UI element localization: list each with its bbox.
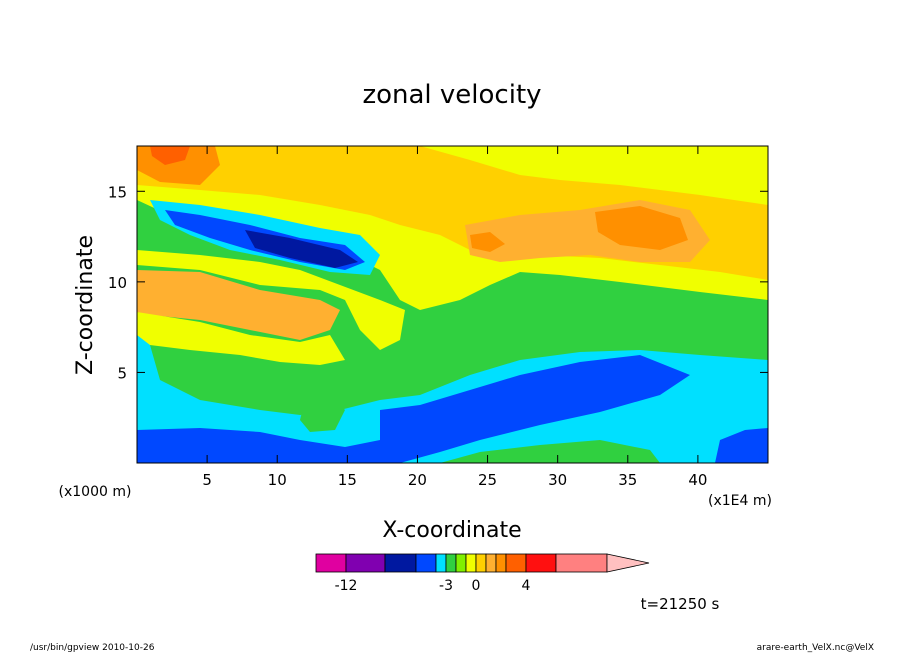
- colorbar-label: 0: [472, 578, 481, 594]
- x-axis-label: X-coordinate: [382, 518, 521, 543]
- colorbar-segment: [495, 553, 507, 573]
- colorbar-segment: [555, 553, 608, 573]
- region-blue-corner-right: [715, 428, 768, 463]
- colorbar-segment: [475, 553, 487, 573]
- colorbar-segment: [435, 553, 447, 573]
- x-axis-ticks: 5 10 15 20 25 30 35 40: [202, 146, 707, 489]
- region-red-corner: [150, 146, 190, 165]
- colorbar-arrow: [606, 553, 650, 573]
- x-tick-label: 35: [618, 471, 637, 489]
- region-orange-left: [137, 270, 340, 340]
- colorbar-segment: [485, 553, 497, 573]
- x-tick-label: 10: [268, 471, 287, 489]
- x-unit-left: (x1000 m): [59, 484, 132, 500]
- x-tick-label: 20: [408, 471, 427, 489]
- x-tick-label: 25: [478, 471, 497, 489]
- colorbar-segment: [315, 553, 347, 573]
- y-tick-label: 5: [117, 364, 127, 382]
- x-tick-label: 30: [548, 471, 567, 489]
- colorbar-segment: [345, 553, 386, 573]
- colorbar-segment: [505, 553, 527, 573]
- colorbar-label: -12: [335, 578, 358, 594]
- region-green-pocket: [300, 395, 345, 432]
- region-darkorange-small: [470, 232, 505, 252]
- colorbar-label: -3: [439, 578, 453, 594]
- colorbar-segment: [525, 553, 557, 573]
- colorbar-segment: [465, 553, 477, 573]
- x-unit-right: (x1E4 m): [708, 493, 772, 509]
- colorbar-segment: [445, 553, 457, 573]
- colorbar-segment: [384, 553, 417, 573]
- region-yellow-lower-left: [137, 250, 405, 350]
- timestamp: t=21250 s: [641, 595, 720, 613]
- colorbar-labels: -12 -3 0 4: [335, 578, 531, 594]
- plot-frame: [136, 145, 769, 464]
- y-tick-label: 10: [108, 274, 127, 292]
- chart-title: zonal velocity: [362, 80, 541, 110]
- colorbar-label: 4: [522, 578, 531, 594]
- x-tick-label: 40: [688, 471, 707, 489]
- region-yellow-left-mid: [137, 312, 345, 365]
- x-tick-label: 5: [202, 471, 212, 489]
- y-tick-label: 15: [108, 183, 127, 201]
- region-darkorange-right: [595, 206, 688, 250]
- contour-field: [137, 146, 768, 463]
- colorbar-segment: [415, 553, 437, 573]
- colorbar-segment: [455, 553, 467, 573]
- region-darkblue-jet: [245, 230, 358, 268]
- colorbar: [315, 553, 650, 573]
- region-green-bottom: [440, 440, 660, 463]
- y-axis-ticks: 5 10 15: [108, 183, 768, 382]
- x-tick-label: 15: [338, 471, 357, 489]
- region-blue-bottom: [137, 355, 690, 463]
- footer-right: arare-earth_VelX.nc@VelX: [757, 643, 874, 653]
- footer-left: /usr/bin/gpview 2010-10-26: [30, 643, 155, 653]
- y-axis-label: Z-coordinate: [73, 235, 98, 375]
